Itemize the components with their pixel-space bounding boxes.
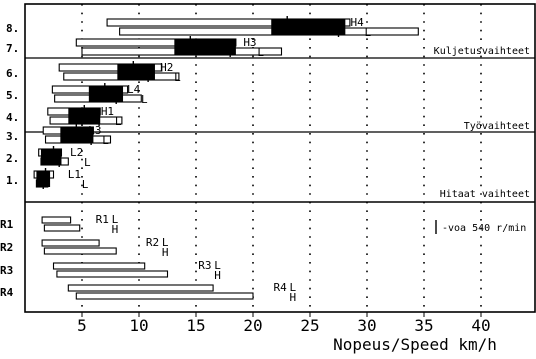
gear-label: 2. [6,152,19,165]
section-label-transport: Kuljetusvaihteet [434,46,530,57]
gear-label: 8. [6,22,19,35]
reverse-range-bar [41,239,100,247]
reverse-range-bar [41,216,72,224]
overlap-fill [60,127,94,143]
group-range-label: L [115,115,122,128]
group-label: L4 [127,83,141,96]
overlap-fill [117,64,155,80]
plot-frame [24,3,536,313]
reverse-range-bar [52,262,146,270]
x-axis-label: Nopeus/Speed km/h [333,335,497,354]
grid-lines [24,3,536,317]
overlap-fill [68,108,101,124]
overlap-fill [271,19,346,35]
x-tick-label: 20 [243,316,262,335]
group-label: L1 [68,168,81,181]
gear-label: 7. [6,42,19,55]
range-bar [106,18,351,27]
section-label-slow: Hitaat vaihteet [440,189,530,200]
group-range-label: L [82,178,89,191]
x-tick-label: 15 [186,316,205,335]
group-range-label: L [174,71,181,84]
overlap-fill [174,39,236,55]
reverse-range-h-label: H [162,246,169,259]
reverse-range-l-label: L [162,236,169,249]
reverse-range-l-label: L [214,259,221,272]
reverse-gear-label: R1 [0,218,14,231]
range-bar [119,27,419,36]
group-label: H4 [350,16,364,29]
group-range-label: L [141,93,148,106]
gear-label: 1. [6,174,19,187]
reverse-group-label: R3 [198,259,211,272]
reverse-gear-label: R2 [0,241,13,254]
x-tick-label: 30 [357,316,376,335]
gear-label: 6. [6,67,19,80]
reverse-range-bar [56,270,169,278]
reverse-gear-label: R3 [0,264,13,277]
x-tick-label: 40 [471,316,490,335]
gear-label: 4. [6,111,19,124]
group-label: H1 [101,105,114,118]
overlap-fill [88,86,124,102]
range-bar [58,63,163,72]
legend-text: -voa 540 r/min [442,223,526,234]
x-tick-label: 25 [300,316,319,335]
x-tick-label: 35 [414,316,433,335]
reverse-range-l-label: L [290,281,297,294]
group-label: L3 [88,124,101,137]
x-tick-label: 10 [129,316,148,335]
reverse-range-h-label: H [112,223,119,236]
group-label: L2 [70,146,83,159]
group-range-label: L [257,46,264,59]
reverse-range-bar [75,292,254,300]
reverse-range-bar [43,224,81,232]
gear-label: 5. [6,89,19,102]
reverse-range-l-label: L [112,213,119,226]
reverse-range-h-label: H [214,269,221,282]
reverse-group-label: R2 [146,236,159,249]
overlap-fill [36,171,51,187]
gear-label: 3. [6,130,19,143]
reverse-group-label: R4 [274,281,288,294]
reverse-range-h-label: H [290,291,297,304]
bars [33,16,419,300]
group-label: H2 [160,61,173,74]
reverse-group-label: R1 [96,213,109,226]
overlap-fill [40,149,62,165]
x-tick-label: 5 [77,316,87,335]
group-range-label: L [364,26,371,39]
group-label: H3 [243,36,256,49]
section-label-work: Työvaihteet [464,121,530,132]
group-range-label: L [102,134,109,147]
group-range-label: L [84,156,91,169]
range-bar [75,38,237,47]
reverse-range-bar [43,247,117,255]
reverse-gear-label: R4 [0,286,14,299]
reverse-range-bar [67,284,214,292]
